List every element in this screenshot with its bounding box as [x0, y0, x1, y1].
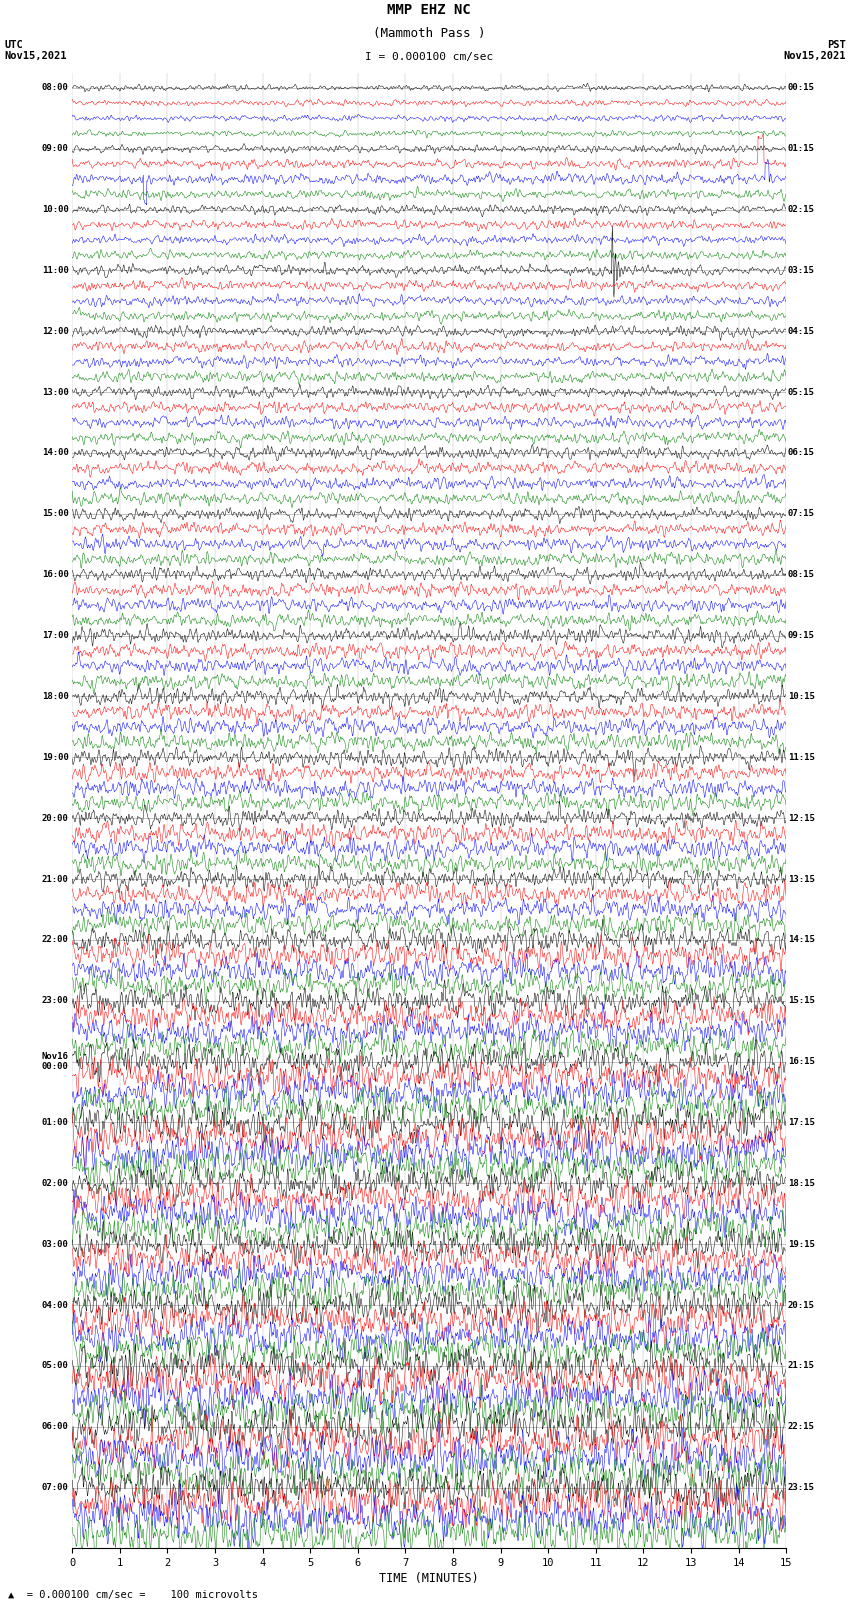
Text: 22:15: 22:15 [788, 1423, 814, 1431]
Text: 01:15: 01:15 [788, 144, 814, 153]
Text: 08:15: 08:15 [788, 569, 814, 579]
Text: 17:15: 17:15 [788, 1118, 814, 1127]
Text: 00:15: 00:15 [788, 84, 814, 92]
Text: 07:15: 07:15 [788, 510, 814, 518]
Text: 22:00: 22:00 [42, 936, 69, 944]
Text: 13:00: 13:00 [42, 387, 69, 397]
Text: 15:00: 15:00 [42, 510, 69, 518]
Text: MMP EHZ NC: MMP EHZ NC [388, 3, 471, 16]
Text: 16:15: 16:15 [788, 1057, 814, 1066]
Text: 16:00: 16:00 [42, 569, 69, 579]
Text: 06:15: 06:15 [788, 448, 814, 458]
Text: PST
Nov15,2021: PST Nov15,2021 [783, 40, 846, 61]
Text: 15:15: 15:15 [788, 997, 814, 1005]
Text: 17:00: 17:00 [42, 631, 69, 640]
Text: 09:15: 09:15 [788, 631, 814, 640]
Text: 18:15: 18:15 [788, 1179, 814, 1187]
Text: 03:00: 03:00 [42, 1240, 69, 1248]
Text: 13:15: 13:15 [788, 874, 814, 884]
Text: 20:00: 20:00 [42, 813, 69, 823]
Text: 12:00: 12:00 [42, 327, 69, 336]
Text: 09:00: 09:00 [42, 144, 69, 153]
Text: 10:15: 10:15 [788, 692, 814, 702]
Text: 12:15: 12:15 [788, 813, 814, 823]
Text: 06:00: 06:00 [42, 1423, 69, 1431]
Text: 04:00: 04:00 [42, 1300, 69, 1310]
Text: Nov16
00:00: Nov16 00:00 [42, 1052, 69, 1071]
Text: 14:00: 14:00 [42, 448, 69, 458]
Text: 02:15: 02:15 [788, 205, 814, 215]
Text: UTC
Nov15,2021: UTC Nov15,2021 [4, 40, 67, 61]
Text: 05:15: 05:15 [788, 387, 814, 397]
Text: 08:00: 08:00 [42, 84, 69, 92]
Text: 18:00: 18:00 [42, 692, 69, 702]
Text: 14:15: 14:15 [788, 936, 814, 944]
Text: 23:15: 23:15 [788, 1482, 814, 1492]
Text: 05:00: 05:00 [42, 1361, 69, 1371]
Text: ▲  = 0.000100 cm/sec =    100 microvolts: ▲ = 0.000100 cm/sec = 100 microvolts [8, 1590, 258, 1600]
Text: 02:00: 02:00 [42, 1179, 69, 1187]
Text: 23:00: 23:00 [42, 997, 69, 1005]
Text: 04:15: 04:15 [788, 327, 814, 336]
X-axis label: TIME (MINUTES): TIME (MINUTES) [379, 1573, 479, 1586]
Text: 21:15: 21:15 [788, 1361, 814, 1371]
Text: 11:00: 11:00 [42, 266, 69, 274]
Text: 11:15: 11:15 [788, 753, 814, 761]
Text: 21:00: 21:00 [42, 874, 69, 884]
Text: 10:00: 10:00 [42, 205, 69, 215]
Text: 07:00: 07:00 [42, 1482, 69, 1492]
Text: (Mammoth Pass ): (Mammoth Pass ) [373, 27, 485, 40]
Text: I = 0.000100 cm/sec: I = 0.000100 cm/sec [366, 52, 493, 63]
Text: 20:15: 20:15 [788, 1300, 814, 1310]
Text: 19:15: 19:15 [788, 1240, 814, 1248]
Text: 19:00: 19:00 [42, 753, 69, 761]
Text: 03:15: 03:15 [788, 266, 814, 274]
Text: 01:00: 01:00 [42, 1118, 69, 1127]
